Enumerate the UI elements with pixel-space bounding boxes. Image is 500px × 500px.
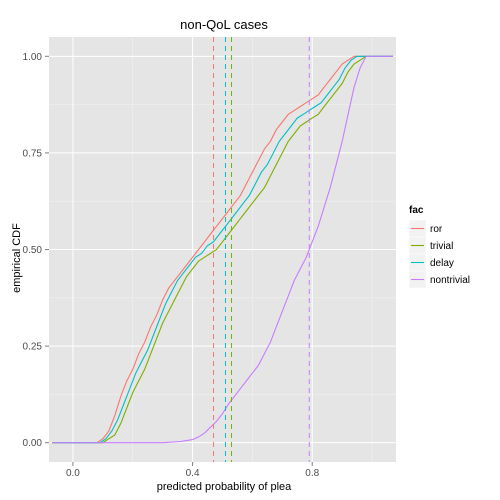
legend-title: fac: [409, 205, 424, 216]
y-tick-label: 1.00: [23, 52, 43, 63]
y-axis: 0.00 0.25 0.50 0.75 1.00: [23, 52, 49, 449]
mean-lines: [213, 37, 310, 462]
y-tick-label: 0.75: [23, 148, 43, 159]
y-axis-title: empirical CDF: [11, 223, 23, 293]
x-tick-label: 0.4: [186, 468, 200, 479]
chart-title: non-QoL cases: [180, 17, 268, 32]
series-line-trivial: [52, 55, 393, 444]
y-tick-label: 0.50: [23, 245, 43, 256]
x-tick-label: 0.8: [305, 468, 319, 479]
x-tick-label: 0.0: [66, 468, 80, 479]
legend: fac ror trivial delay nontrivial: [408, 205, 470, 289]
y-tick-label: 0.00: [23, 438, 43, 449]
series-lines: [52, 55, 393, 444]
legend-label-delay: delay: [430, 258, 454, 269]
series-line-ror: [52, 55, 393, 444]
x-axis: 0.0 0.4 0.8: [66, 462, 320, 479]
legend-label-nontrivial: nontrivial: [430, 275, 470, 286]
y-tick-label: 0.25: [23, 342, 43, 353]
series-line-delay: [52, 55, 393, 444]
legend-label-trivial: trivial: [430, 241, 453, 252]
x-axis-title: predicted probability of plea: [157, 481, 292, 493]
series-line-nontrivial: [52, 55, 393, 444]
legend-label-ror: ror: [430, 224, 443, 235]
